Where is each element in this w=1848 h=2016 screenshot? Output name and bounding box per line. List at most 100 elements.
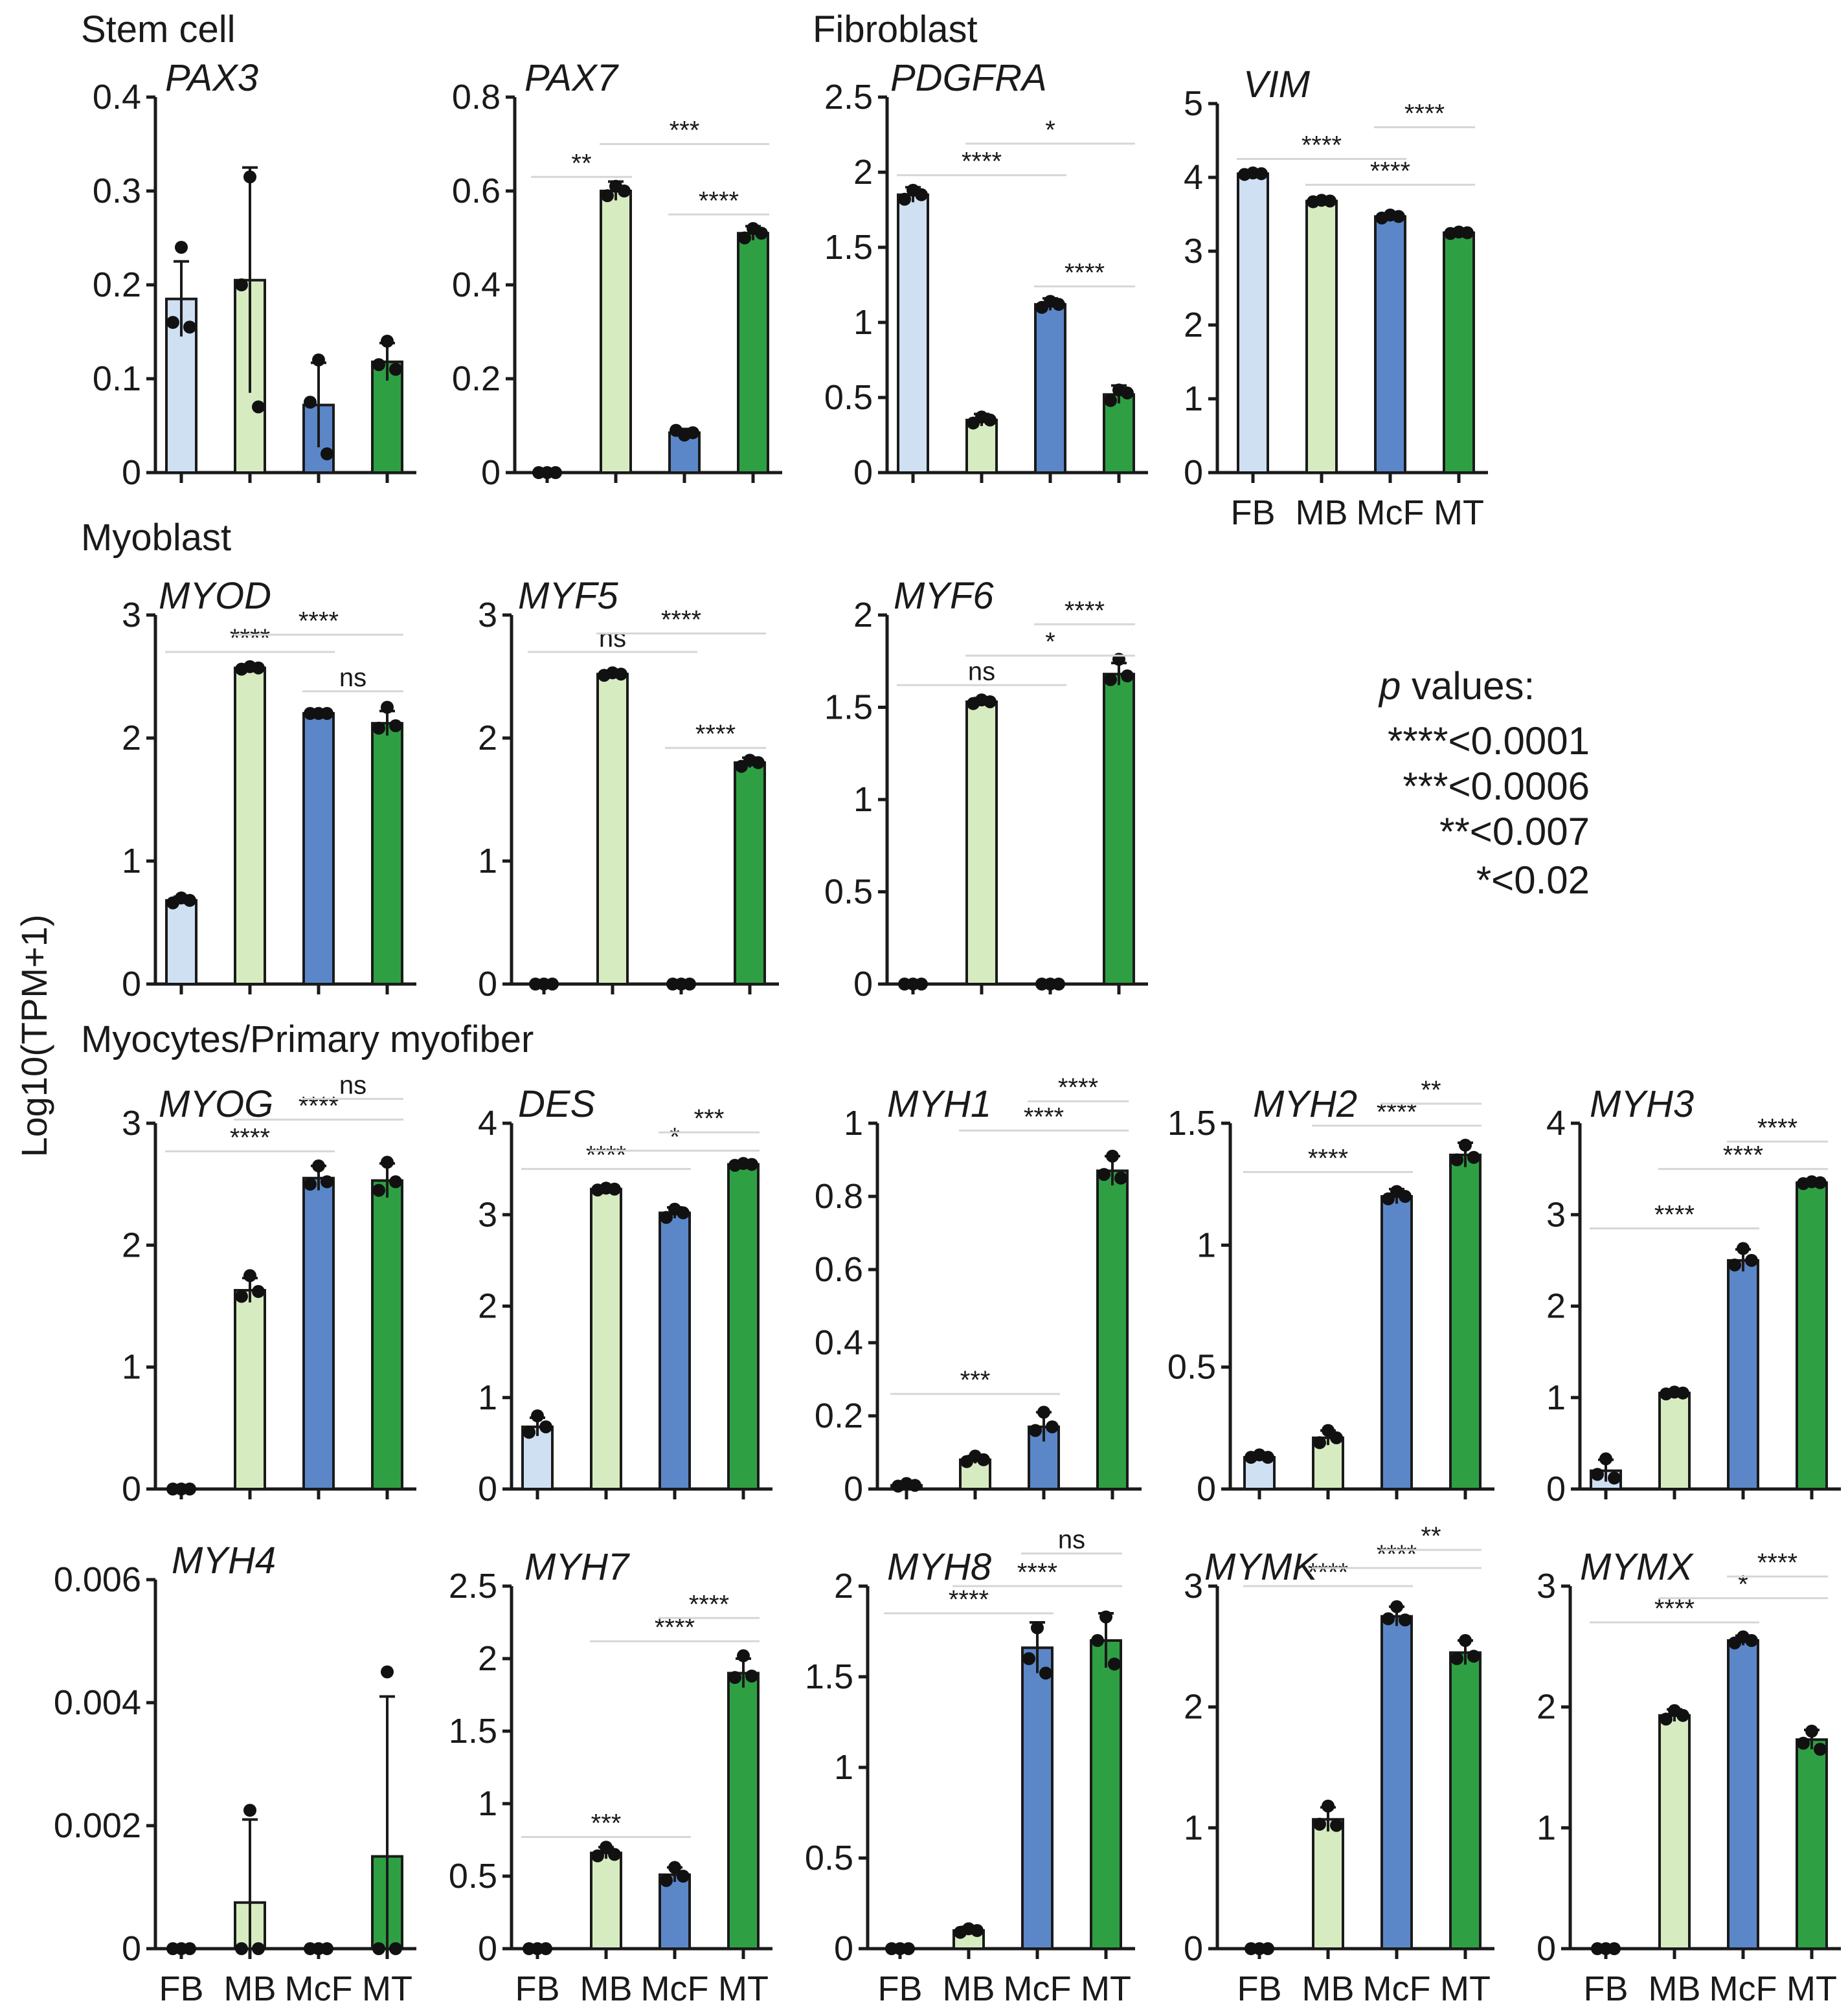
data-point-mcf (1728, 1258, 1741, 1271)
y-tick-label: 0.5 (824, 378, 873, 417)
significance-label: **** (299, 607, 339, 635)
legend-entry-3: **<0.007 (1439, 810, 1590, 853)
panel-pax3: PAX3 0 0.1 0.2 0.3 0.4 (93, 57, 416, 492)
data-point-mt (1461, 226, 1474, 240)
data-point-mcf (1382, 1612, 1395, 1626)
significance-label: **** (695, 720, 736, 748)
data-point-mb (243, 170, 256, 184)
data-point-mt (1098, 1168, 1110, 1182)
y-tick-label: 0 (1184, 453, 1203, 492)
data-point-mb (235, 1942, 248, 1955)
data-point-mb (977, 1453, 990, 1466)
y-tick-label: 0 (122, 965, 141, 1003)
data-point-mcf (321, 1942, 333, 1955)
section-label-stem-cell: Stem cell (81, 8, 236, 50)
data-point-mcf (660, 1211, 673, 1224)
data-point-mcf (1035, 300, 1048, 314)
y-tick-label: 4 (1546, 1104, 1566, 1143)
data-point-mb (1313, 1436, 1326, 1450)
significance-label: *** (960, 1366, 991, 1394)
significance-label: ns (1058, 1526, 1085, 1554)
data-point-mb (1313, 1817, 1326, 1831)
data-point-mcf (321, 707, 333, 720)
data-point-mcf (666, 978, 679, 991)
bar-mt (1096, 1169, 1129, 1490)
data-point-mb (967, 416, 980, 430)
significance-label: * (670, 1123, 680, 1151)
data-point-mcf (304, 396, 317, 409)
bar-mt (734, 761, 766, 985)
y-tick-label: 1 (844, 1104, 863, 1143)
panel-title-pax7: PAX7 (524, 57, 620, 99)
y-tick-label: 0.2 (815, 1396, 863, 1435)
data-point-mt (381, 700, 394, 714)
y-tick-label: 0 (844, 1470, 863, 1508)
significance-label: **** (689, 1590, 729, 1618)
x-tick-label-fb: FB (159, 1969, 203, 2008)
data-point-mcf (1392, 210, 1405, 223)
data-point-mcf (1399, 1613, 1412, 1627)
y-tick-label: 4 (1184, 158, 1203, 197)
data-point-mt (755, 227, 768, 240)
data-point-mb (235, 1290, 248, 1303)
bar-mt (1796, 1181, 1828, 1490)
data-point-mt (1814, 1743, 1827, 1756)
bar-fb (897, 193, 929, 474)
data-point-mt (752, 756, 765, 769)
y-tick-label: 1 (853, 780, 873, 819)
significance-label: **** (1308, 1144, 1348, 1172)
data-point-mb (252, 661, 265, 675)
data-point-fb (549, 466, 562, 479)
bar-mcf (1374, 215, 1406, 474)
data-point-mb (618, 185, 631, 197)
data-point-fb (1238, 168, 1251, 181)
data-point-fb (1608, 1472, 1621, 1485)
data-point-mcf (1745, 1634, 1758, 1647)
data-point-mb (608, 1182, 621, 1196)
y-tick-label: 0 (834, 1929, 853, 1968)
panel-title-mymx: MYMX (1580, 1546, 1694, 1588)
bar-mb (1305, 199, 1338, 474)
data-point-mcf (1035, 978, 1048, 991)
y-tick-label: 2.5 (449, 1567, 497, 1606)
data-point-mb (1307, 195, 1320, 208)
bar-mt (1796, 1738, 1828, 1950)
bar-mt (1090, 1639, 1122, 1950)
x-tick-label-mcf: McF (1004, 1969, 1072, 2008)
data-point-mt (728, 1671, 741, 1685)
significance-label: *** (694, 1104, 725, 1133)
y-tick-label: 0 (853, 965, 873, 1003)
panel-title-pax3: PAX3 (165, 57, 258, 99)
x-tick-label-mcf: McF (641, 1969, 709, 2008)
data-point-mb (967, 697, 980, 710)
data-point-mb (1660, 1712, 1673, 1726)
data-point-fb (175, 241, 188, 254)
y-tick-label: 3 (478, 596, 497, 634)
data-point-fb (885, 1942, 898, 1955)
bar-mb (1312, 1818, 1344, 1950)
y-tick-label: 1 (853, 303, 873, 342)
data-point-mb (1324, 194, 1336, 208)
y-tick-label: 0 (1537, 1929, 1556, 1968)
significance-label: * (1738, 1571, 1748, 1599)
panel-title-mymk: MYMK (1204, 1546, 1318, 1588)
data-point-fb (532, 466, 545, 479)
data-point-fb (1261, 1942, 1274, 1955)
data-point-fb (915, 978, 928, 991)
bar-mb (234, 666, 266, 985)
y-tick-label: 5 (1184, 84, 1203, 123)
significance-label: *** (670, 117, 700, 145)
data-point-mb (601, 189, 614, 203)
significance-label: **** (1723, 1141, 1763, 1170)
data-point-mb (984, 695, 997, 708)
bar-mcf (302, 712, 335, 985)
data-point-fb (908, 1479, 921, 1492)
y-tick-label: 0.4 (815, 1323, 863, 1362)
bar-mb (965, 700, 998, 985)
y-tick-label: 3 (1546, 1195, 1566, 1234)
significance-label: **** (230, 624, 270, 653)
data-point-mcf (304, 1942, 317, 1955)
